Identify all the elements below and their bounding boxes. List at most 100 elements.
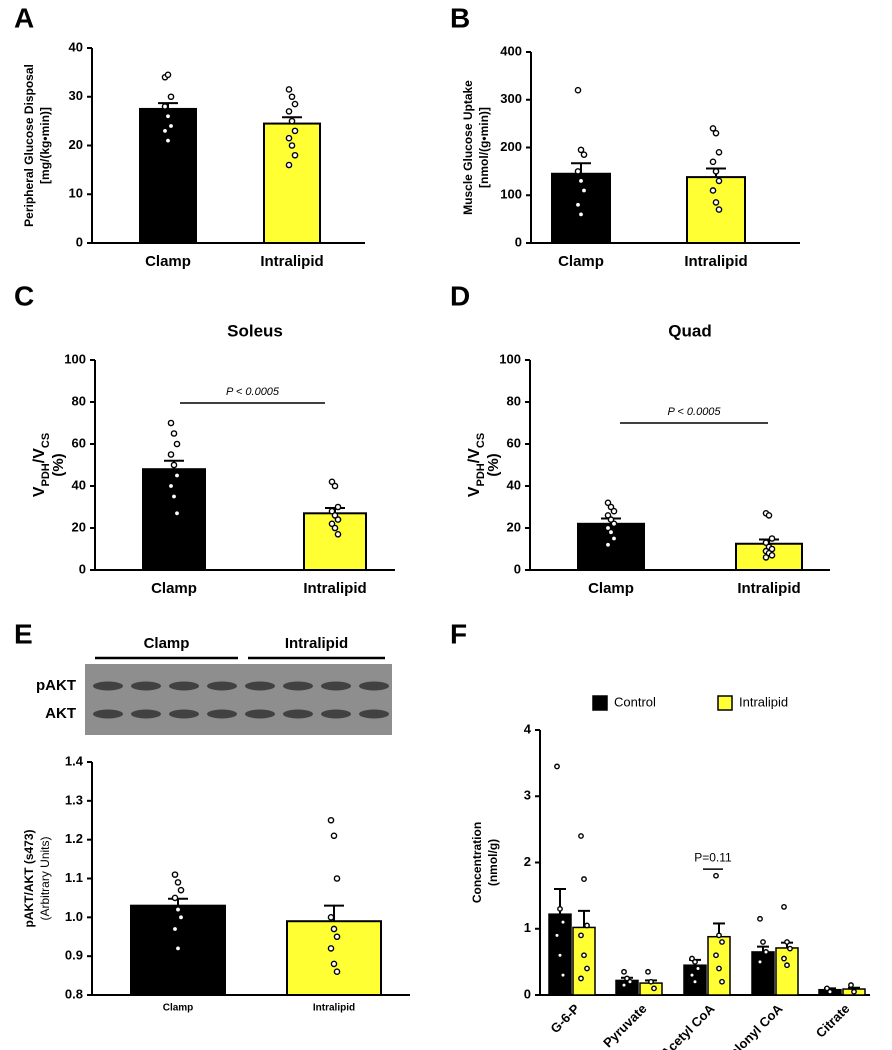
data-point [768,545,776,553]
data-point [333,968,341,976]
panel-letter: E [14,618,33,649]
bar [303,512,367,571]
data-point [167,419,175,427]
data-point [291,127,299,135]
data-point [580,187,588,194]
data-point [333,875,341,882]
blot-band [283,709,313,719]
panel-letter: C [14,280,34,311]
y-tick-label: 40 [69,39,83,54]
data-point [560,972,566,979]
data-point [167,122,175,130]
data-point [285,161,293,169]
data-point [557,952,563,959]
data-point [327,816,335,824]
y-axis-label: Muscle Glucose Uptake [461,80,475,215]
data-point [709,158,717,166]
data-point [577,177,585,185]
y-tick-label: 60 [72,435,86,450]
data-point [712,129,720,137]
panel-letter: A [14,2,34,33]
y-axis-label-part: PDH [475,463,487,486]
x-tick-label: Intralipid [737,580,800,597]
blot-band [169,709,199,719]
data-point [171,894,179,902]
data-point [288,117,296,125]
x-tick-label: Clamp [145,253,191,270]
blot-image [85,664,392,735]
blot-row-label: pAKT [36,677,76,694]
bar [615,979,639,996]
x-tick-label: Clamp [558,253,604,270]
y-tick-label: 80 [72,393,86,408]
blot-band [283,681,313,691]
x-tick-label: Intralipid [684,253,747,270]
x-tick-label: Intralipid [260,253,323,270]
x-tick-label: G-6-P [547,1001,582,1036]
data-point [621,982,627,988]
y-tick-label: 30 [69,88,83,103]
data-point [331,512,339,519]
blot-band [359,709,389,719]
data-point [170,493,178,500]
data-point [574,201,582,209]
data-point [330,925,338,933]
data-point [560,919,566,926]
blot-band [207,709,237,719]
data-point [719,978,725,985]
panel-letter: F [450,618,467,649]
data-point [173,509,181,517]
data-point [610,520,618,528]
data-point [330,960,338,968]
data-point [161,127,169,135]
annotation: P=0.11 [694,850,732,864]
data-point [333,933,341,941]
data-point [645,968,651,975]
data-point [768,535,776,542]
data-point [781,955,787,962]
y-axis-unit: (%) [50,453,67,476]
data-point [581,952,587,959]
data-point [604,524,612,532]
blot-group-label: Intralipid [285,635,348,652]
data-point [648,978,654,985]
data-point [578,975,584,982]
data-point [334,503,342,511]
x-tick-label: Acetyl CoA [658,1001,718,1050]
data-point [584,965,590,972]
blot-band [131,709,161,719]
panel-letter: D [450,280,470,311]
y-tick-label: 80 [507,393,521,408]
data-point [760,939,766,945]
y-tick-label: 40 [507,477,521,492]
x-tick-label: Clamp [151,580,197,597]
data-point [554,932,560,939]
annotation: P < 0.0005 [226,386,280,398]
data-point [164,71,172,79]
data-point [607,528,615,536]
y-axis-unit: (%) [485,453,502,476]
y-tick-label: 60 [507,435,521,450]
y-axis-label: [nmol/(g•min)] [477,107,491,188]
data-point [328,520,336,528]
data-point [173,440,181,448]
y-tick-label: 0 [524,986,531,1001]
y-tick-label: 20 [69,137,83,152]
data-point [288,93,296,101]
data-point [784,962,790,969]
y-tick-label: 200 [500,139,522,154]
data-point [557,905,563,912]
x-tick-label: Intralipid [303,580,366,597]
x-tick-label: Malonyl CoA [719,1001,786,1050]
data-point [581,876,587,882]
y-tick-label: 1.3 [65,792,83,807]
blot-row-label: AKT [45,705,76,722]
data-point [291,151,299,159]
data-point [288,142,296,149]
data-point [328,507,336,515]
x-tick-label: Clamp [588,580,634,597]
data-point [713,872,719,879]
y-tick-label: 100 [64,351,86,366]
y-axis-label-part: CS [40,433,52,448]
y-tick-label: 1.2 [65,831,83,846]
